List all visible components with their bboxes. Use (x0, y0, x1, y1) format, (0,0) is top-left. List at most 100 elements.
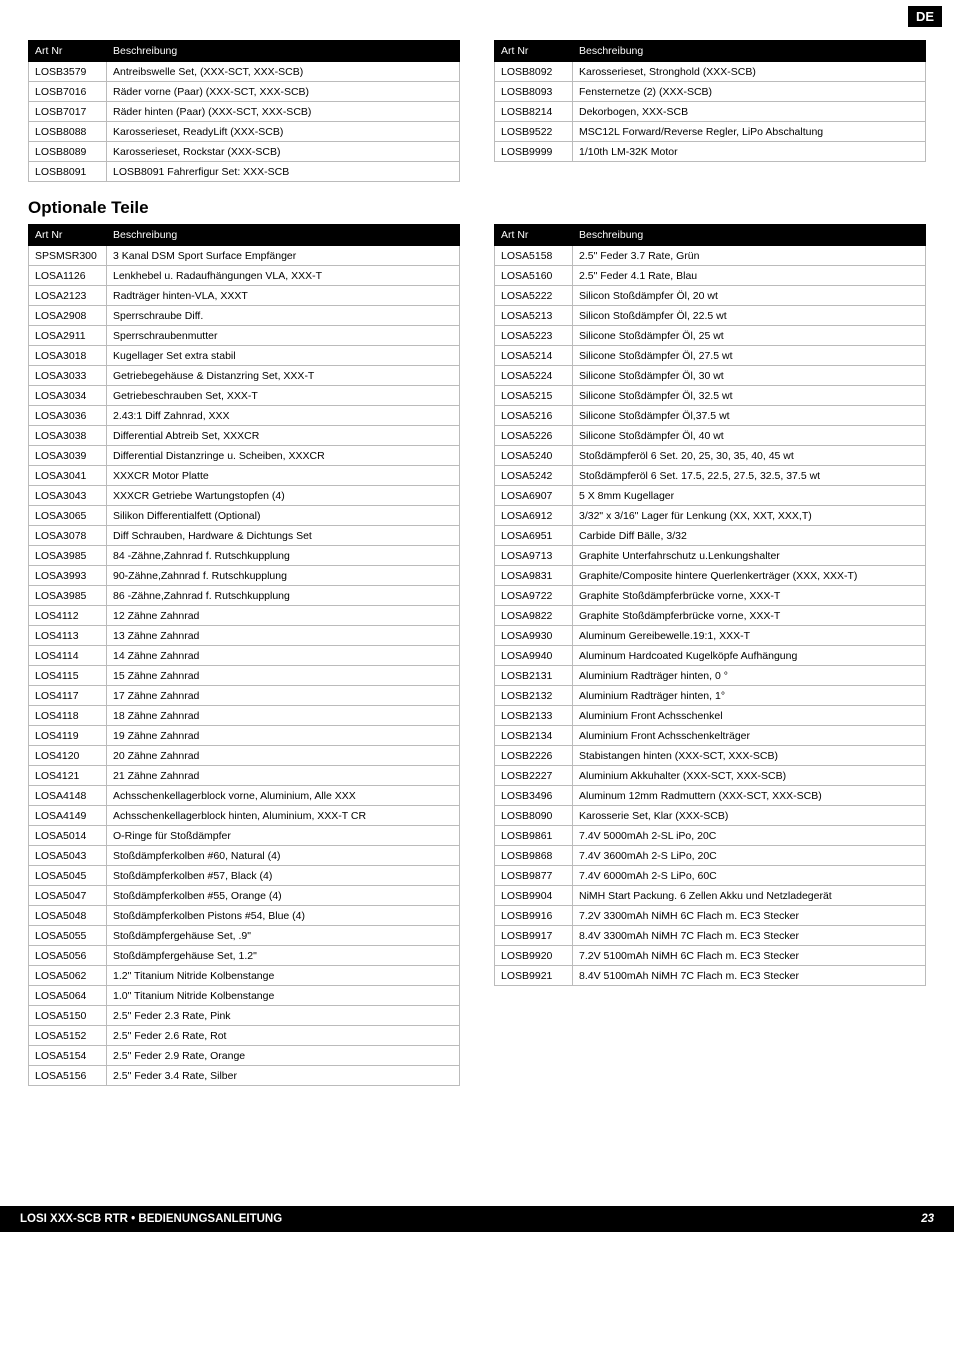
page-footer: LOSI XXX-SCB RTR • BEDIENUNGSANLEITUNG 2… (0, 1206, 954, 1232)
table-cell: 5 X 8mm Kugellager (573, 486, 926, 506)
table-row: LOSA5224Silicone Stoßdämpfer Öl, 30 wt (495, 366, 926, 386)
table-cell: Stabistangen hinten (XXX-SCT, XXX-SCB) (573, 746, 926, 766)
table-row: LOSA3038Differential Abtreib Set, XXXCR (29, 426, 460, 446)
table-row: LOSB99167.2V 3300mAh NiMH 6C Flach m. EC… (495, 906, 926, 926)
table-cell: LOSA5152 (29, 1026, 107, 1046)
table-cell: LOSA4149 (29, 806, 107, 826)
table-row: LOSA5215Silicone Stoßdämpfer Öl, 32.5 wt (495, 386, 926, 406)
top-tables-row: Art NrBeschreibungLOSB3579Antreibswelle … (28, 40, 926, 182)
table-cell: Räder vorne (Paar) (XXX-SCT, XXX-SCB) (107, 82, 460, 102)
table-cell: Stoßdämpferöl 6 Set. 17.5, 22.5, 27.5, 3… (573, 466, 926, 486)
table-cell: 2.5" Feder 2.9 Rate, Orange (107, 1046, 460, 1066)
table-cell: LOSA3018 (29, 346, 107, 366)
table-cell: Silicone Stoßdämpfer Öl, 27.5 wt (573, 346, 926, 366)
table-row: LOSA5216Silicone Stoßdämpfer Öl,37.5 wt (495, 406, 926, 426)
table-cell: Aluminum 12mm Radmuttern (XXX-SCT, XXX-S… (573, 786, 926, 806)
table-cell: LOSA5226 (495, 426, 573, 446)
table-cell: Silicone Stoßdämpfer Öl, 25 wt (573, 326, 926, 346)
table-row: LOSB3579Antreibswelle Set, (XXX-SCT, XXX… (29, 62, 460, 82)
table-cell: LOS4113 (29, 626, 107, 646)
table-row: LOSA50621.2" Titanium Nitride Kolbenstan… (29, 966, 460, 986)
table-cell: Silikon Differentialfett (Optional) (107, 506, 460, 526)
table-cell: 20 Zähne Zahnrad (107, 746, 460, 766)
table-cell: LOSB9904 (495, 886, 573, 906)
table-header: Beschreibung (573, 225, 926, 246)
table-row: LOSA5226Silicone Stoßdämpfer Öl, 40 wt (495, 426, 926, 446)
table-row: LOSA2911Sperrschraubenmutter (29, 326, 460, 346)
table-header: Beschreibung (573, 41, 926, 62)
table-row: LOS411212 Zähne Zahnrad (29, 606, 460, 626)
footer-page-number: 23 (921, 1213, 934, 1225)
table-cell: Antreibswelle Set, (XXX-SCT, XXX-SCB) (107, 62, 460, 82)
table-cell: Silicone Stoßdämpfer Öl, 40 wt (573, 426, 926, 446)
table-cell: LOS4119 (29, 726, 107, 746)
table-cell: LOSA5214 (495, 346, 573, 366)
table-cell: LOSA5014 (29, 826, 107, 846)
table-cell: LOSA5043 (29, 846, 107, 866)
table-cell: LOSA3039 (29, 446, 107, 466)
table-cell: LOSB2226 (495, 746, 573, 766)
table-row: LOSA51582.5" Feder 3.7 Rate, Grün (495, 246, 926, 266)
table-cell: 84 -Zähne,Zahnrad f. Rutschkupplung (107, 546, 460, 566)
table-cell: LOSB2132 (495, 686, 573, 706)
table-cell: Aluminum Gereibewelle.19:1, XXX-T (573, 626, 926, 646)
table-row: LOSB8088Karosserieset, ReadyLift (XXX-SC… (29, 122, 460, 142)
table-cell: LOSA3993 (29, 566, 107, 586)
table-cell: Achsschenkellagerblock vorne, Aluminium,… (107, 786, 460, 806)
table-cell: Sperrschraube Diff. (107, 306, 460, 326)
table-cell: LOSB9877 (495, 866, 573, 886)
table-row: LOSA51522.5" Feder 2.6 Rate, Rot (29, 1026, 460, 1046)
table-cell: 2.5" Feder 4.1 Rate, Blau (573, 266, 926, 286)
table-header: Art Nr (495, 41, 573, 62)
table-cell: Stoßdämpferkolben Pistons #54, Blue (4) (107, 906, 460, 926)
table-row: LOSB8090Karosserie Set, Klar (XXX-SCB) (495, 806, 926, 826)
table-row: LOSB2132Aluminium Radträger hinten, 1° (495, 686, 926, 706)
table-header: Beschreibung (107, 225, 460, 246)
table-cell: LOSA3033 (29, 366, 107, 386)
table-cell: 86 -Zähne,Zahnrad f. Rutschkupplung (107, 586, 460, 606)
main-tables-row: Art NrBeschreibungSPSMSR3003 Kanal DSM S… (28, 224, 926, 1086)
page-content: Art NrBeschreibungLOSB3579Antreibswelle … (0, 0, 954, 1086)
table-cell: LOSA5045 (29, 866, 107, 886)
table-cell: LOSB9999 (495, 142, 573, 162)
table-cell: LOSB9917 (495, 926, 573, 946)
table-row: LOS411818 Zähne Zahnrad (29, 706, 460, 726)
table-row: LOSA5014O-Ringe für Stoßdämpfer (29, 826, 460, 846)
table-cell: 1.2" Titanium Nitride Kolbenstange (107, 966, 460, 986)
table-row: LOSB98777.4V 6000mAh 2-S LiPo, 60C (495, 866, 926, 886)
table-cell: LOS4114 (29, 646, 107, 666)
table-row: LOSA4149Achsschenkellagerblock hinten, A… (29, 806, 460, 826)
table-cell: LOSB3579 (29, 62, 107, 82)
table-cell: Fensternetze (2) (XXX-SCB) (573, 82, 926, 102)
table-cell: LOSA2908 (29, 306, 107, 326)
table-cell: LOSA3065 (29, 506, 107, 526)
table-cell: Getriebegehäuse & Distanzring Set, XXX-T (107, 366, 460, 386)
table-cell: LOSA3038 (29, 426, 107, 446)
table-header: Art Nr (29, 41, 107, 62)
table-cell: LOSA5213 (495, 306, 573, 326)
table-cell: 1/10th LM-32K Motor (573, 142, 926, 162)
table-cell: Karosserie Set, Klar (XXX-SCB) (573, 806, 926, 826)
table-cell: Karosserieset, ReadyLift (XXX-SCB) (107, 122, 460, 142)
table-row: LOSA51602.5" Feder 4.1 Rate, Blau (495, 266, 926, 286)
table-cell: MSC12L Forward/Reverse Regler, LiPo Absc… (573, 122, 926, 142)
table-cell: Silicon Stoßdämpfer Öl, 20 wt (573, 286, 926, 306)
table-cell: LOSB2227 (495, 766, 573, 786)
table-cell: Radträger hinten-VLA, XXXT (107, 286, 460, 306)
table-cell: LOSA4148 (29, 786, 107, 806)
table-cell: LOSA5150 (29, 1006, 107, 1026)
table-cell: LOSA5224 (495, 366, 573, 386)
table-cell: Karosserieset, Rockstar (XXX-SCB) (107, 142, 460, 162)
table-cell: Differential Abtreib Set, XXXCR (107, 426, 460, 446)
table-row: LOSA3041XXXCR Motor Platte (29, 466, 460, 486)
table-row: LOSB8092Karosserieset, Stronghold (XXX-S… (495, 62, 926, 82)
table-cell: Graphite Stoßdämpferbrücke vorne, XXX-T (573, 586, 926, 606)
table-cell: Kugellager Set extra stabil (107, 346, 460, 366)
table-cell: LOSA3985 (29, 546, 107, 566)
table-row: LOSB8214Dekorbogen, XXX-SCB (495, 102, 926, 122)
table-cell: Getriebeschrauben Set, XXX-T (107, 386, 460, 406)
table-row: LOSA9930Aluminum Gereibewelle.19:1, XXX-… (495, 626, 926, 646)
table-cell: 2.43:1 Diff Zahnrad, XXX (107, 406, 460, 426)
table-row: LOSA398586 -Zähne,Zahnrad f. Rutschkuppl… (29, 586, 460, 606)
table-cell: 13 Zähne Zahnrad (107, 626, 460, 646)
